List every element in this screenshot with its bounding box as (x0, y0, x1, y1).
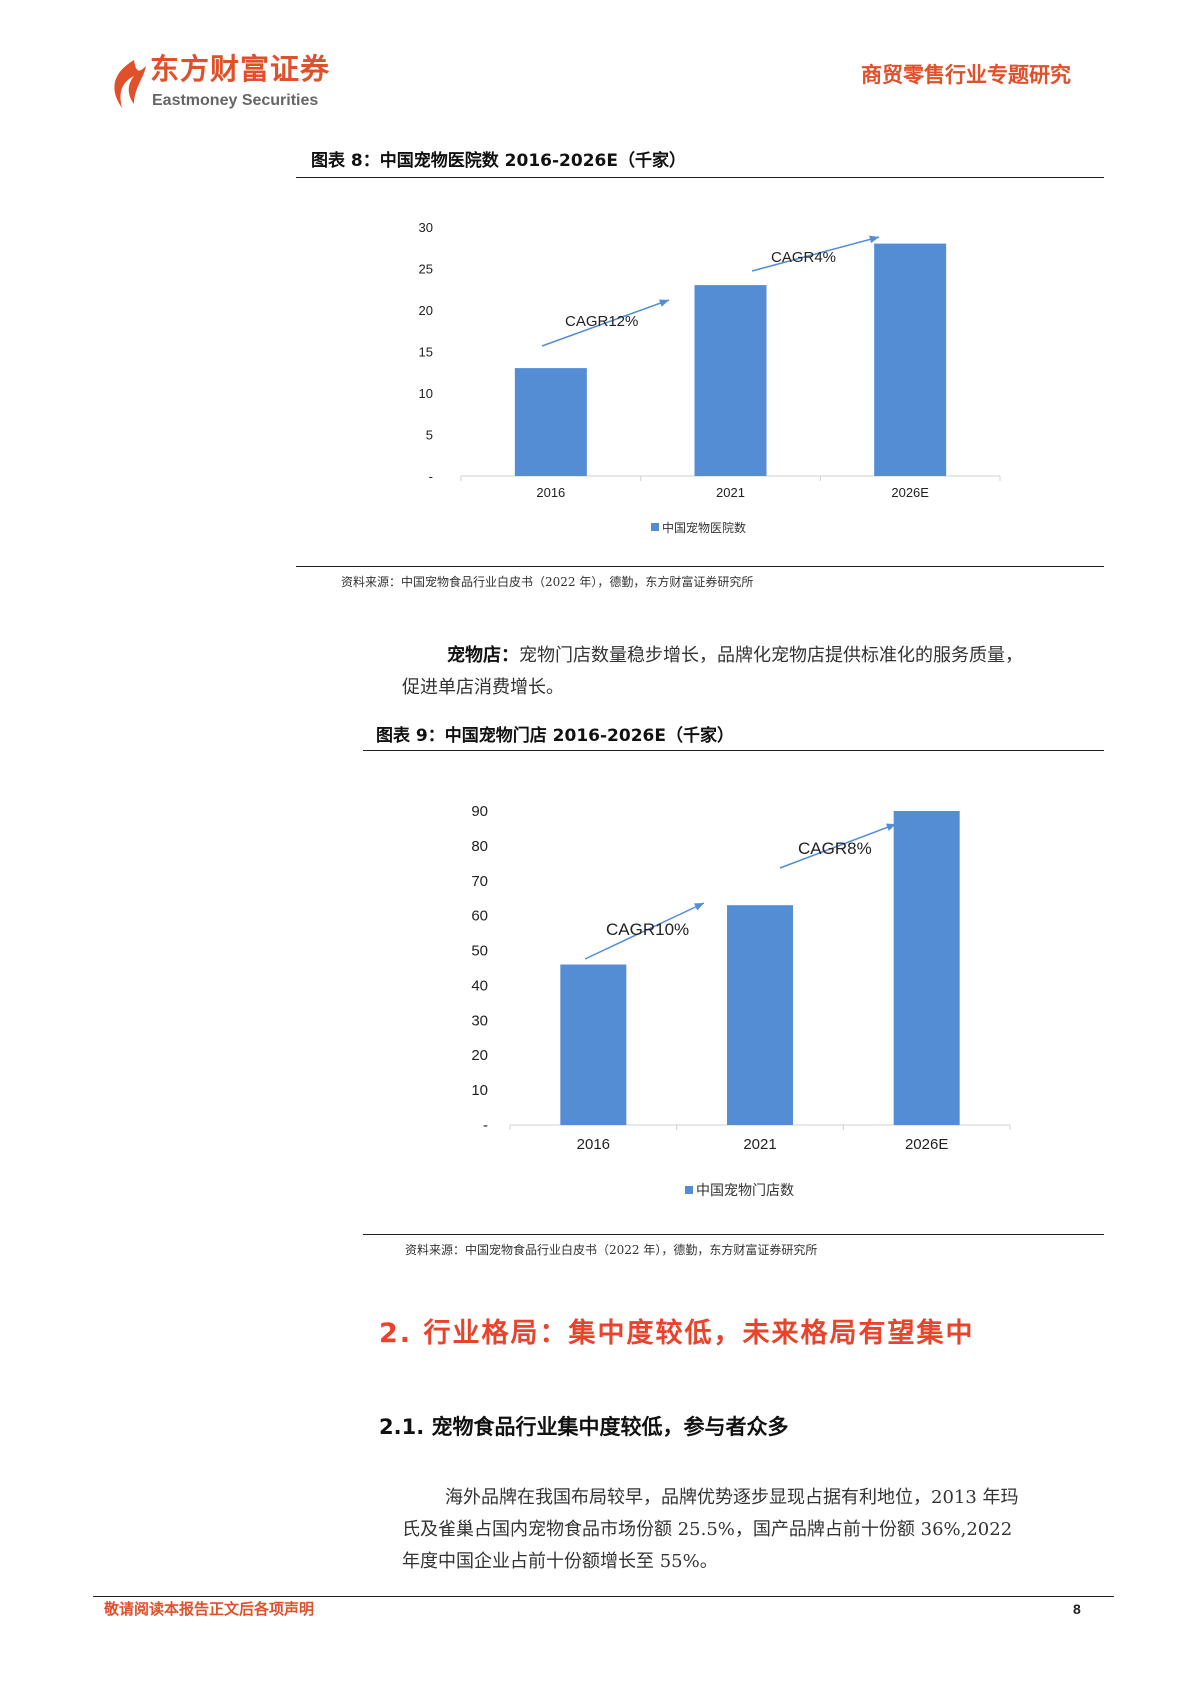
y-tick-label: 20 (471, 1047, 488, 1064)
paragraph-line: 年度中国企业占前十份额增长至 55%。 (402, 1551, 718, 1572)
paragraph-line: 海外品牌在我国布局较早，品牌优势逐步显现占据有利地位，2013 年玛 (445, 1487, 1019, 1508)
x-tick-label: 2016 (536, 485, 565, 500)
logo-flame-icon (114, 60, 146, 108)
section-heading: 2. 行业格局：集中度较低，未来格局有望集中 (379, 1318, 975, 1349)
report-type: 商贸零售行业专题研究 (861, 63, 1071, 87)
bar (514, 368, 587, 476)
logo-subtext: Eastmoney Securities (152, 92, 319, 109)
footer-divider (93, 1596, 1114, 1597)
y-tick-label: 90 (471, 803, 488, 820)
y-tick-label: 50 (471, 943, 488, 960)
cagr-arrow (584, 902, 705, 960)
figure9-chart: - 10 20 30 40 50 60 70 80 90 2016 2021 2026E 中国宠物门店数 C… (471, 803, 1011, 1198)
paragraph-lead: 宠物店： (447, 645, 519, 666)
divider (296, 177, 1104, 178)
bar (560, 964, 627, 1125)
figure8-chart: - 5 10 15 20 25 30 2016 2021 2026E 中国宠物医院数 CAGR12% C… (419, 220, 1001, 535)
cagr-arrow (751, 236, 880, 272)
legend-swatch (685, 1186, 693, 1194)
y-tick-label: - (429, 469, 433, 484)
arrow-head-icon (869, 235, 879, 244)
y-tick-label: 60 (471, 908, 488, 925)
cagr-label: CAGR4% (771, 249, 836, 266)
y-tick-label: 10 (419, 386, 433, 401)
paragraph-text: 宠物门店数量稳步增长，品牌化宠物店提供标准化的服务质量， (519, 645, 1023, 666)
divider (296, 566, 1104, 567)
x-tick-label: 2026E (891, 485, 929, 500)
legend-label: 中国宠物门店数 (696, 1182, 794, 1198)
bar (874, 243, 947, 476)
paragraph-line: 促进单店消费增长。 (402, 677, 564, 698)
y-tick-label: - (483, 1117, 488, 1134)
x-tick-label: 2026E (905, 1136, 948, 1153)
y-tick-label: 10 (471, 1082, 488, 1099)
divider (363, 750, 1104, 751)
cagr-arrow (779, 823, 897, 869)
y-tick-label: 30 (419, 220, 433, 235)
arrow-head-icon (886, 823, 896, 831)
arrow-head-icon (694, 903, 704, 911)
logo-text: 东方财富证券 (150, 52, 331, 86)
cagr-label: CAGR8% (798, 839, 872, 858)
legend-swatch (651, 523, 659, 531)
x-tick-label: 2021 (716, 485, 745, 500)
y-tick-label: 25 (419, 262, 433, 277)
paragraph-line: 氏及雀巢占国内宠物食品市场份额 25.5%，国产品牌占前十份额 36%,2022 (402, 1519, 1013, 1540)
bar (727, 905, 793, 1125)
y-tick-label: 80 (471, 838, 488, 855)
y-tick-label: 15 (419, 345, 433, 360)
y-tick-label: 5 (426, 428, 433, 443)
x-tick-label: 2021 (743, 1136, 776, 1153)
cagr-label: CAGR10% (606, 920, 689, 939)
y-tick-label: 20 (419, 303, 433, 318)
footer-disclaimer: 敬请阅读本报告正文后各项声明 (104, 1600, 315, 1618)
figure9-source: 资料来源：中国宠物食品行业白皮书（2022 年），德勤，东方财富证券研究所 (405, 1243, 818, 1257)
figure8-source: 资料来源：中国宠物食品行业白皮书（2022 年），德勤，东方财富证券研究所 (341, 575, 754, 589)
cagr-label: CAGR12% (565, 313, 638, 330)
legend-label: 中国宠物医院数 (662, 520, 746, 535)
page-number: 8 (1073, 1601, 1081, 1617)
divider (363, 1234, 1104, 1235)
figure9-title: 图表 9：中国宠物门店 2016-2026E（千家） (376, 726, 734, 746)
bar (694, 285, 767, 476)
figure8-title: 图表 8：中国宠物医院数 2016-2026E（千家） (311, 151, 686, 171)
subsection-heading: 2.1. 宠物食品行业集中度较低，参与者众多 (379, 1415, 789, 1439)
y-tick-label: 40 (471, 977, 488, 994)
paragraph-line: 宠物店：宠物门店数量稳步增长，品牌化宠物店提供标准化的服务质量， (447, 641, 1023, 671)
cagr-arrow (541, 299, 670, 347)
bar (893, 811, 960, 1125)
y-tick-label: 70 (471, 873, 488, 890)
y-tick-label: 30 (471, 1012, 488, 1029)
x-tick-label: 2016 (577, 1136, 610, 1153)
arrow-head-icon (659, 299, 669, 307)
